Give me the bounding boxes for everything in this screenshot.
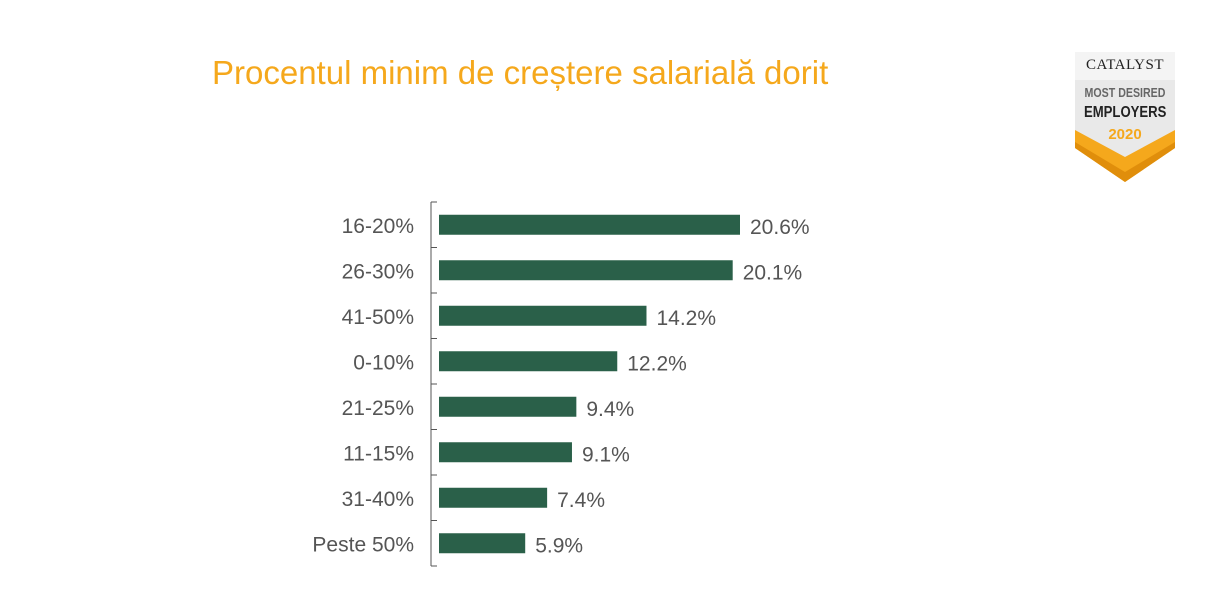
value-label: 12.2% xyxy=(627,352,687,375)
bar-26-30% xyxy=(439,260,733,281)
bar-31-40% xyxy=(439,487,548,508)
bar-0-10% xyxy=(439,351,618,372)
category-label: 11-15% xyxy=(343,442,414,465)
category-label: Peste 50% xyxy=(312,533,414,556)
bar-16-20% xyxy=(439,214,740,235)
value-label: 9.1% xyxy=(582,443,630,466)
chart-title: Procentul minim de creștere salarială do… xyxy=(212,54,829,91)
value-label: 20.1% xyxy=(743,261,803,284)
category-label: 26-30% xyxy=(342,260,414,283)
bar-11-15% xyxy=(439,442,572,463)
value-label: 14.2% xyxy=(656,307,716,330)
category-label: 41-50% xyxy=(342,306,414,329)
value-label: 9.4% xyxy=(586,398,634,421)
logo-line1: MOST DESIRED xyxy=(1084,86,1166,100)
value-label: 5.9% xyxy=(535,534,583,557)
bar-Peste 50% xyxy=(439,533,526,554)
logo-line2: EMPLOYERS xyxy=(1084,104,1167,121)
logo-brand: CATALYST xyxy=(1086,57,1164,73)
value-label: 7.4% xyxy=(557,489,605,512)
catalyst-employers-logo: CATALYST MOST DESIRED EMPLOYERS 2020 xyxy=(1075,52,1175,184)
value-label: 20.6% xyxy=(750,216,810,239)
bar-21-25% xyxy=(439,396,577,417)
category-label: 31-40% xyxy=(342,488,414,511)
logo-year: 2020 xyxy=(1108,126,1142,143)
category-label: 21-25% xyxy=(342,397,414,420)
badge-shield-icon xyxy=(1075,52,1175,182)
bar-41-50% xyxy=(439,305,647,326)
category-label: 16-20% xyxy=(342,215,414,238)
category-label: 0-10% xyxy=(353,351,414,374)
